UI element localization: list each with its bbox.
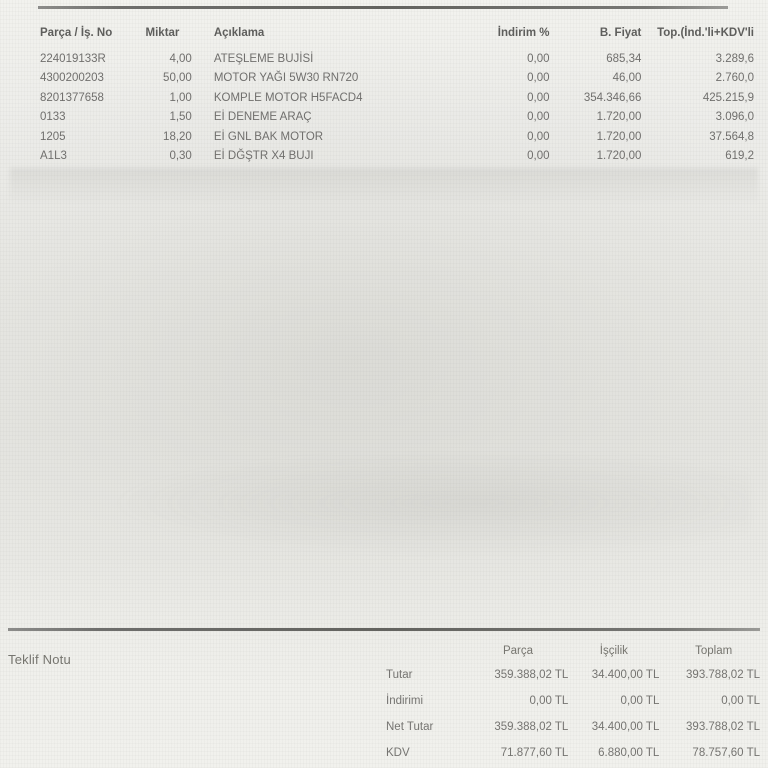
totals-cell-parts: 359.388,02 TL [494, 721, 569, 733]
cell-part-no: 1205 [40, 130, 66, 143]
cell-unit-price: 1.720,00 [596, 130, 642, 143]
cell-part-no: A1L3 [40, 150, 67, 162]
cell-line-total: 37.564,8 [709, 130, 754, 143]
totals-row: KDV 71.877,60 TL 6.880,00 TL 78.757,60 TL [380, 740, 768, 766]
cell-unit-price: 46,00 [612, 72, 642, 84]
totals-cell-total: 393.788,02 TL [686, 669, 760, 681]
totals-cell-parts: 71.877,60 TL [500, 747, 569, 759]
cell-description: Eİ DĞŞTR X4 BUJI [213, 150, 314, 162]
cell-description: ATEŞLEME BUJİSİ [213, 52, 314, 65]
totals-cell-total: 393.788,02 TL [686, 721, 760, 733]
totals-header-blank [380, 640, 468, 662]
cell-quantity: 1,00 [169, 91, 192, 104]
column-header-part-no: Parça / İş. No [40, 27, 113, 39]
totals-body: Tutar 359.388,02 TL 34.400,00 TL 393.788,02… [380, 662, 768, 766]
cell-part-no: 4300200203 [40, 72, 104, 84]
totals-header-total: Toplam [695, 645, 733, 657]
totals-header-labor: İşçilik [599, 645, 628, 657]
totals-row: İndirimi 0,00 TL 0,00 TL 0,00 TL [380, 688, 768, 714]
totals-cell-labor: 34.400,00 TL [591, 721, 660, 733]
quotation-note-label: Teklif Notu [8, 652, 71, 667]
column-header-line-total: Top.(İnd.'li+KDV'li [657, 27, 754, 39]
totals-cell-total: 0,00 TL [721, 695, 760, 707]
cell-part-no: 0133 [40, 111, 66, 123]
cell-description: Eİ GNL BAK MOTOR [213, 130, 324, 143]
cell-discount: 0,00 [527, 111, 550, 123]
totals-header-row: Parça İşçilik Toplam [380, 640, 768, 662]
table-row: 224019133R 4,00 ATEŞLEME BUJİSİ 0,00 685,34 3… [0, 50, 768, 70]
cell-quantity: 4,00 [169, 52, 192, 65]
cell-line-total: 619,2 [725, 150, 754, 162]
column-header-unit-price: B. Fiyat [599, 27, 642, 39]
line-items-body: 224019133R 4,00 ATEŞLEME BUJİSİ 0,00 685,34 3… [0, 50, 768, 167]
line-items-table: Parça / İş. No Miktar Açıklama İndirim %… [0, 24, 768, 167]
cell-quantity: 18,20 [163, 130, 192, 143]
cell-discount: 0,00 [527, 130, 550, 143]
table-row: A1L3 0,30 Eİ DĞŞTR X4 BUJI 0,00 1.720,00 619,… [0, 147, 768, 167]
totals-row-label: Net Tutar [386, 721, 434, 733]
cell-part-no: 224019133R [40, 52, 106, 65]
totals-cell-labor: 0,00 TL [620, 695, 660, 707]
cell-description: MOTOR YAĞI 5W30 RN720 [213, 72, 359, 84]
cell-line-total: 425.215,9 [702, 91, 754, 104]
cell-line-total: 2.760,0 [715, 72, 754, 84]
totals-row-label: İndirimi [386, 695, 424, 707]
cell-unit-price: 354.346,66 [583, 91, 642, 104]
cell-discount: 0,00 [527, 52, 550, 65]
line-items-header-row: Parça / İş. No Miktar Açıklama İndirim %… [0, 24, 768, 50]
cell-unit-price: 1.720,00 [596, 150, 642, 162]
column-header-discount: İndirim % [497, 27, 550, 39]
cell-discount: 0,00 [527, 72, 550, 84]
column-header-description: Açıklama [213, 27, 265, 39]
totals-cell-total: 78.757,60 TL [692, 747, 760, 759]
cell-description: Eİ DENEME ARAÇ [213, 111, 312, 123]
cell-unit-price: 1.720,00 [596, 111, 642, 123]
totals-row: Net Tutar 359.388,02 TL 34.400,00 TL 393.78… [380, 714, 768, 740]
table-row: 0133 1,50 Eİ DENEME ARAÇ 0,00 1.720,00 3.096,… [0, 108, 768, 128]
table-row: 4300200203 50,00 MOTOR YAĞI 5W30 RN720 0,00… [0, 69, 768, 89]
totals-row-label: KDV [386, 747, 410, 759]
cell-discount: 0,00 [527, 91, 550, 104]
cell-unit-price: 685,34 [606, 52, 642, 65]
cell-part-no: 8201377658 [40, 91, 104, 104]
totals-cell-parts: 0,00 TL [529, 695, 569, 707]
cell-quantity: 0,30 [169, 150, 192, 162]
cell-description: KOMPLE MOTOR H5FACD4 [213, 91, 363, 104]
totals-cell-labor: 6.880,00 TL [598, 747, 660, 759]
cell-quantity: 50,00 [163, 72, 192, 84]
column-header-quantity: Miktar [145, 27, 180, 39]
summary-top-divider [8, 628, 760, 631]
totals-cell-labor: 34.400,00 TL [591, 669, 660, 681]
totals-cell-parts: 359.388,02 TL [494, 669, 569, 681]
cell-discount: 0,00 [527, 150, 550, 162]
table-top-divider [38, 6, 728, 9]
totals-table: Parça İşçilik Toplam Tutar 359.388,02 TL 3… [380, 640, 768, 766]
cell-line-total: 3.289,6 [715, 52, 754, 65]
table-row: 8201377658 1,00 KOMPLE MOTOR H5FACD4 0,00 35… [0, 89, 768, 109]
totals-header-parts: Parça [502, 645, 534, 657]
totals-row-label: Tutar [386, 669, 413, 681]
cell-line-total: 3.096,0 [715, 111, 754, 123]
cell-quantity: 1,50 [169, 111, 192, 123]
table-row: 1205 18,20 Eİ GNL BAK MOTOR 0,00 1.720,00 37.… [0, 128, 768, 148]
totals-row: Tutar 359.388,02 TL 34.400,00 TL 393.788,02… [380, 662, 768, 688]
